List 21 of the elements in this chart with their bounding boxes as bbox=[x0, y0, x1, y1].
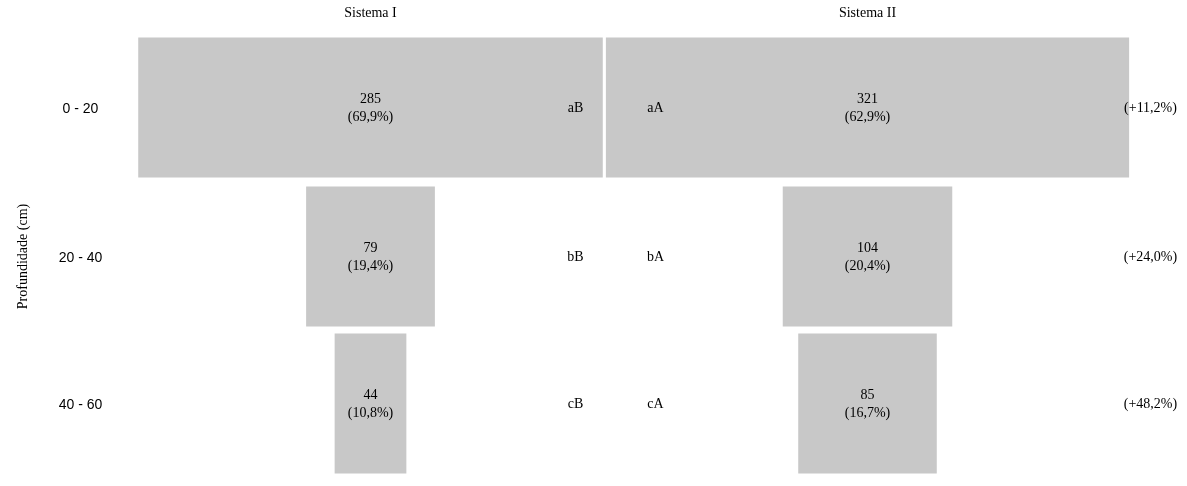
data-label: 285 (69,9%) bbox=[347, 91, 394, 125]
text: cA bbox=[647, 396, 664, 411]
data-label: 321 (62,9%) bbox=[844, 91, 891, 125]
text: aB bbox=[567, 100, 584, 115]
text: (+24,0%) bbox=[1123, 249, 1178, 264]
category-label: 20 - 40 bbox=[58, 248, 103, 265]
data-label: 79 (19,4%) bbox=[347, 240, 394, 274]
data-label: 104 (20,4%) bbox=[844, 240, 891, 274]
text: Profundidade (cm) bbox=[15, 203, 31, 310]
text: bB bbox=[567, 249, 584, 264]
data-label: 44 (10,8%) bbox=[347, 387, 394, 421]
text: (+11,2%) bbox=[1124, 100, 1177, 115]
series-label: Sistema I bbox=[344, 5, 398, 20]
series-label: Sistema II bbox=[838, 5, 897, 20]
data-label: 85 (16,7%) bbox=[844, 387, 891, 421]
category-label: 40 - 60 bbox=[58, 395, 103, 412]
text: bA bbox=[646, 249, 665, 264]
text: (+48,2%) bbox=[1123, 396, 1178, 411]
text: cB bbox=[567, 396, 584, 411]
category-label: 0 - 20 bbox=[62, 99, 99, 116]
text: aA bbox=[647, 100, 664, 115]
